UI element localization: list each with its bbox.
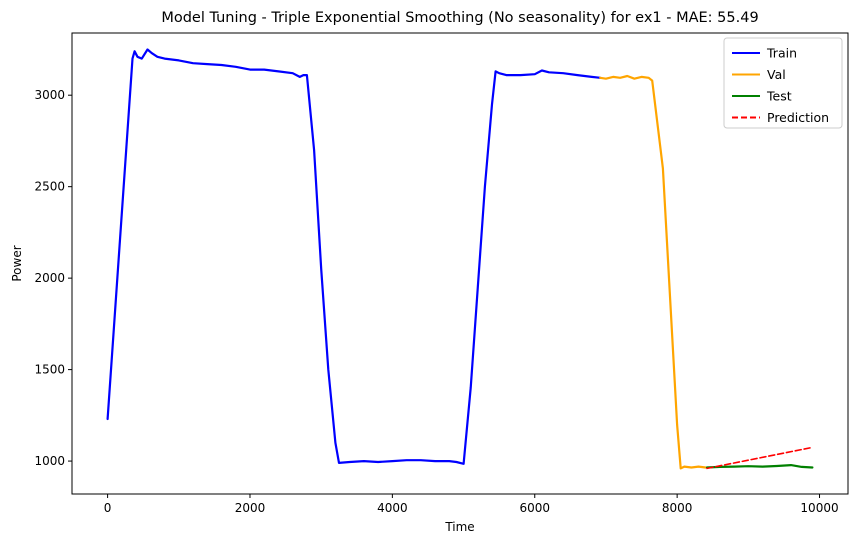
series-layer xyxy=(106,48,814,470)
legend: Train Val Test Prediction xyxy=(723,37,843,129)
x-tick-label: 6000 xyxy=(519,501,550,515)
x-tick-label: 8000 xyxy=(662,501,693,515)
x-axis-title: Time xyxy=(444,520,474,534)
y-tick-label: 1000 xyxy=(34,454,65,468)
legend-label-train: Train xyxy=(766,46,797,61)
series-line-val xyxy=(599,74,707,470)
y-tick-label: 2000 xyxy=(34,271,65,285)
y-tick-label: 3000 xyxy=(34,88,65,102)
y-axis-title: Power xyxy=(10,245,24,281)
y-tick-label: 2500 xyxy=(34,180,65,194)
series-line-train xyxy=(106,48,602,465)
plot-frame xyxy=(71,32,849,495)
x-axis: 0 2000 4000 6000 8000 10000 xyxy=(104,494,839,515)
x-tick-label: 4000 xyxy=(377,501,408,515)
y-tick-label: 1500 xyxy=(34,363,65,377)
x-tick-label: 10000 xyxy=(800,501,838,515)
chart-title: Model Tuning - Triple Exponential Smooth… xyxy=(161,10,758,26)
series-line-prediction xyxy=(706,446,814,470)
series-line-test xyxy=(705,464,814,469)
legend-label-val: Val xyxy=(767,67,786,82)
legend-label-test: Test xyxy=(766,89,792,104)
legend-box xyxy=(723,37,843,129)
legend-label-prediction: Prediction xyxy=(767,110,829,125)
y-axis: 1000 1500 2000 2500 3000 xyxy=(34,88,72,468)
x-tick-label: 2000 xyxy=(235,501,266,515)
x-tick-label: 0 xyxy=(104,501,112,515)
